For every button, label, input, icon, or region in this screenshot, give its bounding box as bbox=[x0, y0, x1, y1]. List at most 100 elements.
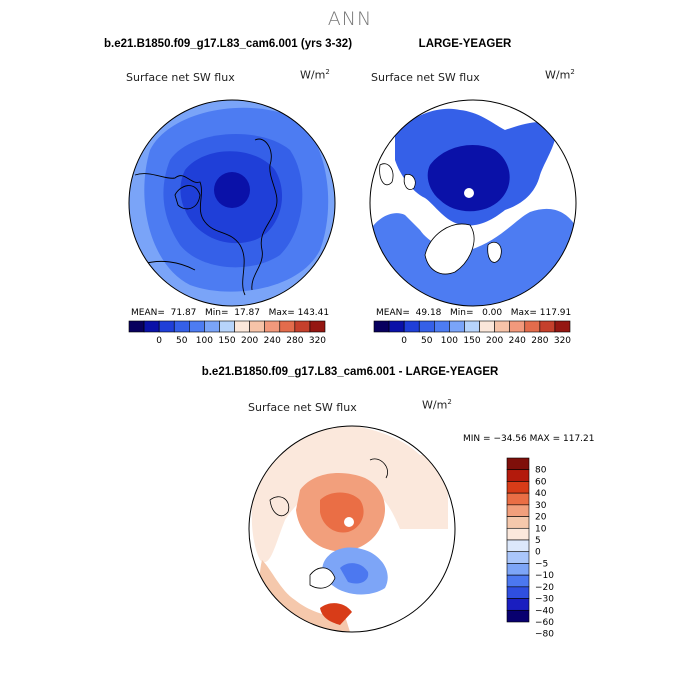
diff-field-hotspot bbox=[320, 603, 352, 625]
diff-colorbar-tick: −20 bbox=[535, 583, 554, 593]
model-map-border bbox=[128, 99, 336, 307]
diff-colorbar-tick: 0 bbox=[535, 548, 541, 558]
model-colorbar-box bbox=[143, 320, 160, 333]
diff-map-border bbox=[248, 425, 456, 633]
obs-stats: MEAN= 49.18 Min= 0.00 Max= 117.91 bbox=[376, 308, 572, 318]
diff-colorbar-box bbox=[506, 609, 530, 623]
diff-panel-title: b.e21.B1850.f09_g17.L83_cam6.001 - LARGE… bbox=[201, 366, 499, 378]
diff-colorbar-box bbox=[506, 492, 530, 506]
model-coast-east bbox=[251, 138, 278, 291]
obs-colorbar-box bbox=[539, 320, 556, 333]
model-mean-value: 71.87 bbox=[170, 308, 197, 318]
diff-colorbar-tick: −30 bbox=[535, 595, 554, 605]
obs-pole-hole bbox=[464, 188, 474, 198]
obs-colorbar-box bbox=[434, 320, 450, 333]
diff-colorbar-box bbox=[506, 504, 530, 517]
model-colorbar-tick: 100 bbox=[196, 336, 213, 346]
diff-colorbar-tick: 80 bbox=[535, 466, 547, 476]
model-colorbar-box bbox=[309, 320, 326, 333]
obs-colorbar-tick: 240 bbox=[509, 336, 526, 346]
obs-colorbar-box bbox=[479, 320, 495, 333]
obs-colorbar-tick: 280 bbox=[531, 336, 548, 346]
diff-units-label: W/m2 bbox=[422, 398, 452, 412]
obs-variable-label: Surface net SW flux bbox=[371, 71, 480, 84]
obs-max-value: 117.91 bbox=[539, 308, 572, 318]
model-panel-title: b.e21.B1850.f09_g17.L83_cam6.001 (yrs 3-… bbox=[103, 38, 353, 50]
model-colorbar-box bbox=[173, 320, 190, 333]
model-colorbar-tick: 50 bbox=[176, 336, 188, 346]
diff-colorbar-tick: −5 bbox=[535, 559, 548, 569]
diff-colorbar-box bbox=[506, 574, 530, 588]
diff-coast-2 bbox=[369, 458, 388, 479]
diff-stats: MIN = −34.56 MAX = 117.21 bbox=[463, 434, 595, 444]
model-units-label: W/m2 bbox=[300, 68, 330, 82]
diff-variable-label: Surface net SW flux bbox=[248, 401, 357, 414]
diff-max-value: 117.21 bbox=[563, 434, 595, 444]
obs-greenland bbox=[424, 223, 475, 275]
model-coast-west bbox=[134, 173, 246, 296]
obs-colorbar-tick: 320 bbox=[554, 336, 571, 346]
model-colorbar-tick: 320 bbox=[309, 336, 326, 346]
obs-island-1 bbox=[379, 163, 394, 186]
diff-colorbar-tick: 5 bbox=[535, 536, 541, 546]
model-variable-label: Surface net SW flux bbox=[126, 71, 235, 84]
obs-colorbar-box bbox=[449, 320, 465, 333]
model-colorbar-box bbox=[189, 320, 205, 333]
model-colorbar-box bbox=[249, 320, 265, 333]
diff-colorbar-tick: −10 bbox=[535, 571, 554, 581]
diff-pole-hole bbox=[344, 517, 354, 527]
model-colorbar-box bbox=[204, 320, 220, 333]
model-colorbar-box bbox=[234, 320, 250, 333]
obs-colorbar: 0 50 100 150 200 240 280 320 bbox=[373, 320, 571, 346]
diff-colorbar-tick: −60 bbox=[535, 618, 554, 628]
model-colorbar-tick: 240 bbox=[264, 336, 281, 346]
obs-colorbar-tick: 50 bbox=[421, 336, 433, 346]
diff-colorbar-box bbox=[506, 469, 530, 482]
diff-field-barents-core bbox=[340, 563, 369, 584]
model-colorbar: 0 50 100 150 200 240 280 320 bbox=[128, 320, 326, 346]
diff-field-near-zero bbox=[251, 426, 448, 563]
diff-colorbar-tick: 20 bbox=[535, 513, 547, 523]
diff-colorbar-box bbox=[506, 516, 530, 529]
model-colorbar-tick: 280 bbox=[286, 336, 303, 346]
obs-island-2 bbox=[403, 173, 416, 190]
diff-colorbar-box bbox=[506, 539, 530, 553]
diff-min-value: −34.56 bbox=[493, 434, 527, 444]
obs-iceland bbox=[487, 241, 502, 263]
obs-min-value: 0.00 bbox=[482, 308, 503, 318]
diff-colorbar-box bbox=[506, 551, 530, 564]
diff-colorbar-box bbox=[506, 598, 530, 611]
model-max-value: 143.41 bbox=[297, 308, 330, 318]
diff-colorbar-box bbox=[506, 457, 530, 471]
model-colorbar-box bbox=[294, 320, 311, 333]
obs-colorbar-tick: 0 bbox=[401, 336, 407, 346]
model-colorbar-tick: 0 bbox=[156, 336, 162, 346]
obs-colorbar-box bbox=[373, 320, 390, 333]
obs-panel-title: LARGE-YEAGER bbox=[418, 38, 512, 50]
obs-colorbar-tick: 150 bbox=[463, 336, 480, 346]
season-title: ANN bbox=[327, 8, 373, 30]
diff-coast-1 bbox=[269, 496, 290, 517]
obs-units-label: W/m2 bbox=[545, 68, 575, 82]
diff-colorbar-tick: 30 bbox=[535, 501, 547, 511]
obs-colorbar-tick: 100 bbox=[441, 336, 458, 346]
diff-greenland bbox=[309, 567, 336, 589]
obs-colorbar-box bbox=[509, 320, 526, 333]
obs-colorbar-box bbox=[494, 320, 510, 333]
diff-colorbar-tick: −80 bbox=[535, 630, 554, 640]
model-colorbar-tick: 150 bbox=[218, 336, 235, 346]
diff-colorbar-tick: 10 bbox=[535, 524, 547, 534]
diff-colorbar-box bbox=[506, 563, 530, 576]
obs-mean-value: 49.18 bbox=[415, 308, 442, 318]
obs-colorbar-box bbox=[388, 320, 405, 333]
model-stats: MEAN= 71.87 Min= 17.87 Max= 143.41 bbox=[131, 308, 330, 318]
obs-colorbar-tick: 200 bbox=[486, 336, 503, 346]
obs-colorbar-box bbox=[464, 320, 480, 333]
diff-colorbar-tick: −40 bbox=[535, 606, 554, 616]
model-colorbar-box bbox=[219, 320, 235, 333]
obs-colorbar-box bbox=[418, 320, 435, 333]
model-colorbar-tick: 200 bbox=[241, 336, 258, 346]
obs-map bbox=[370, 100, 576, 306]
